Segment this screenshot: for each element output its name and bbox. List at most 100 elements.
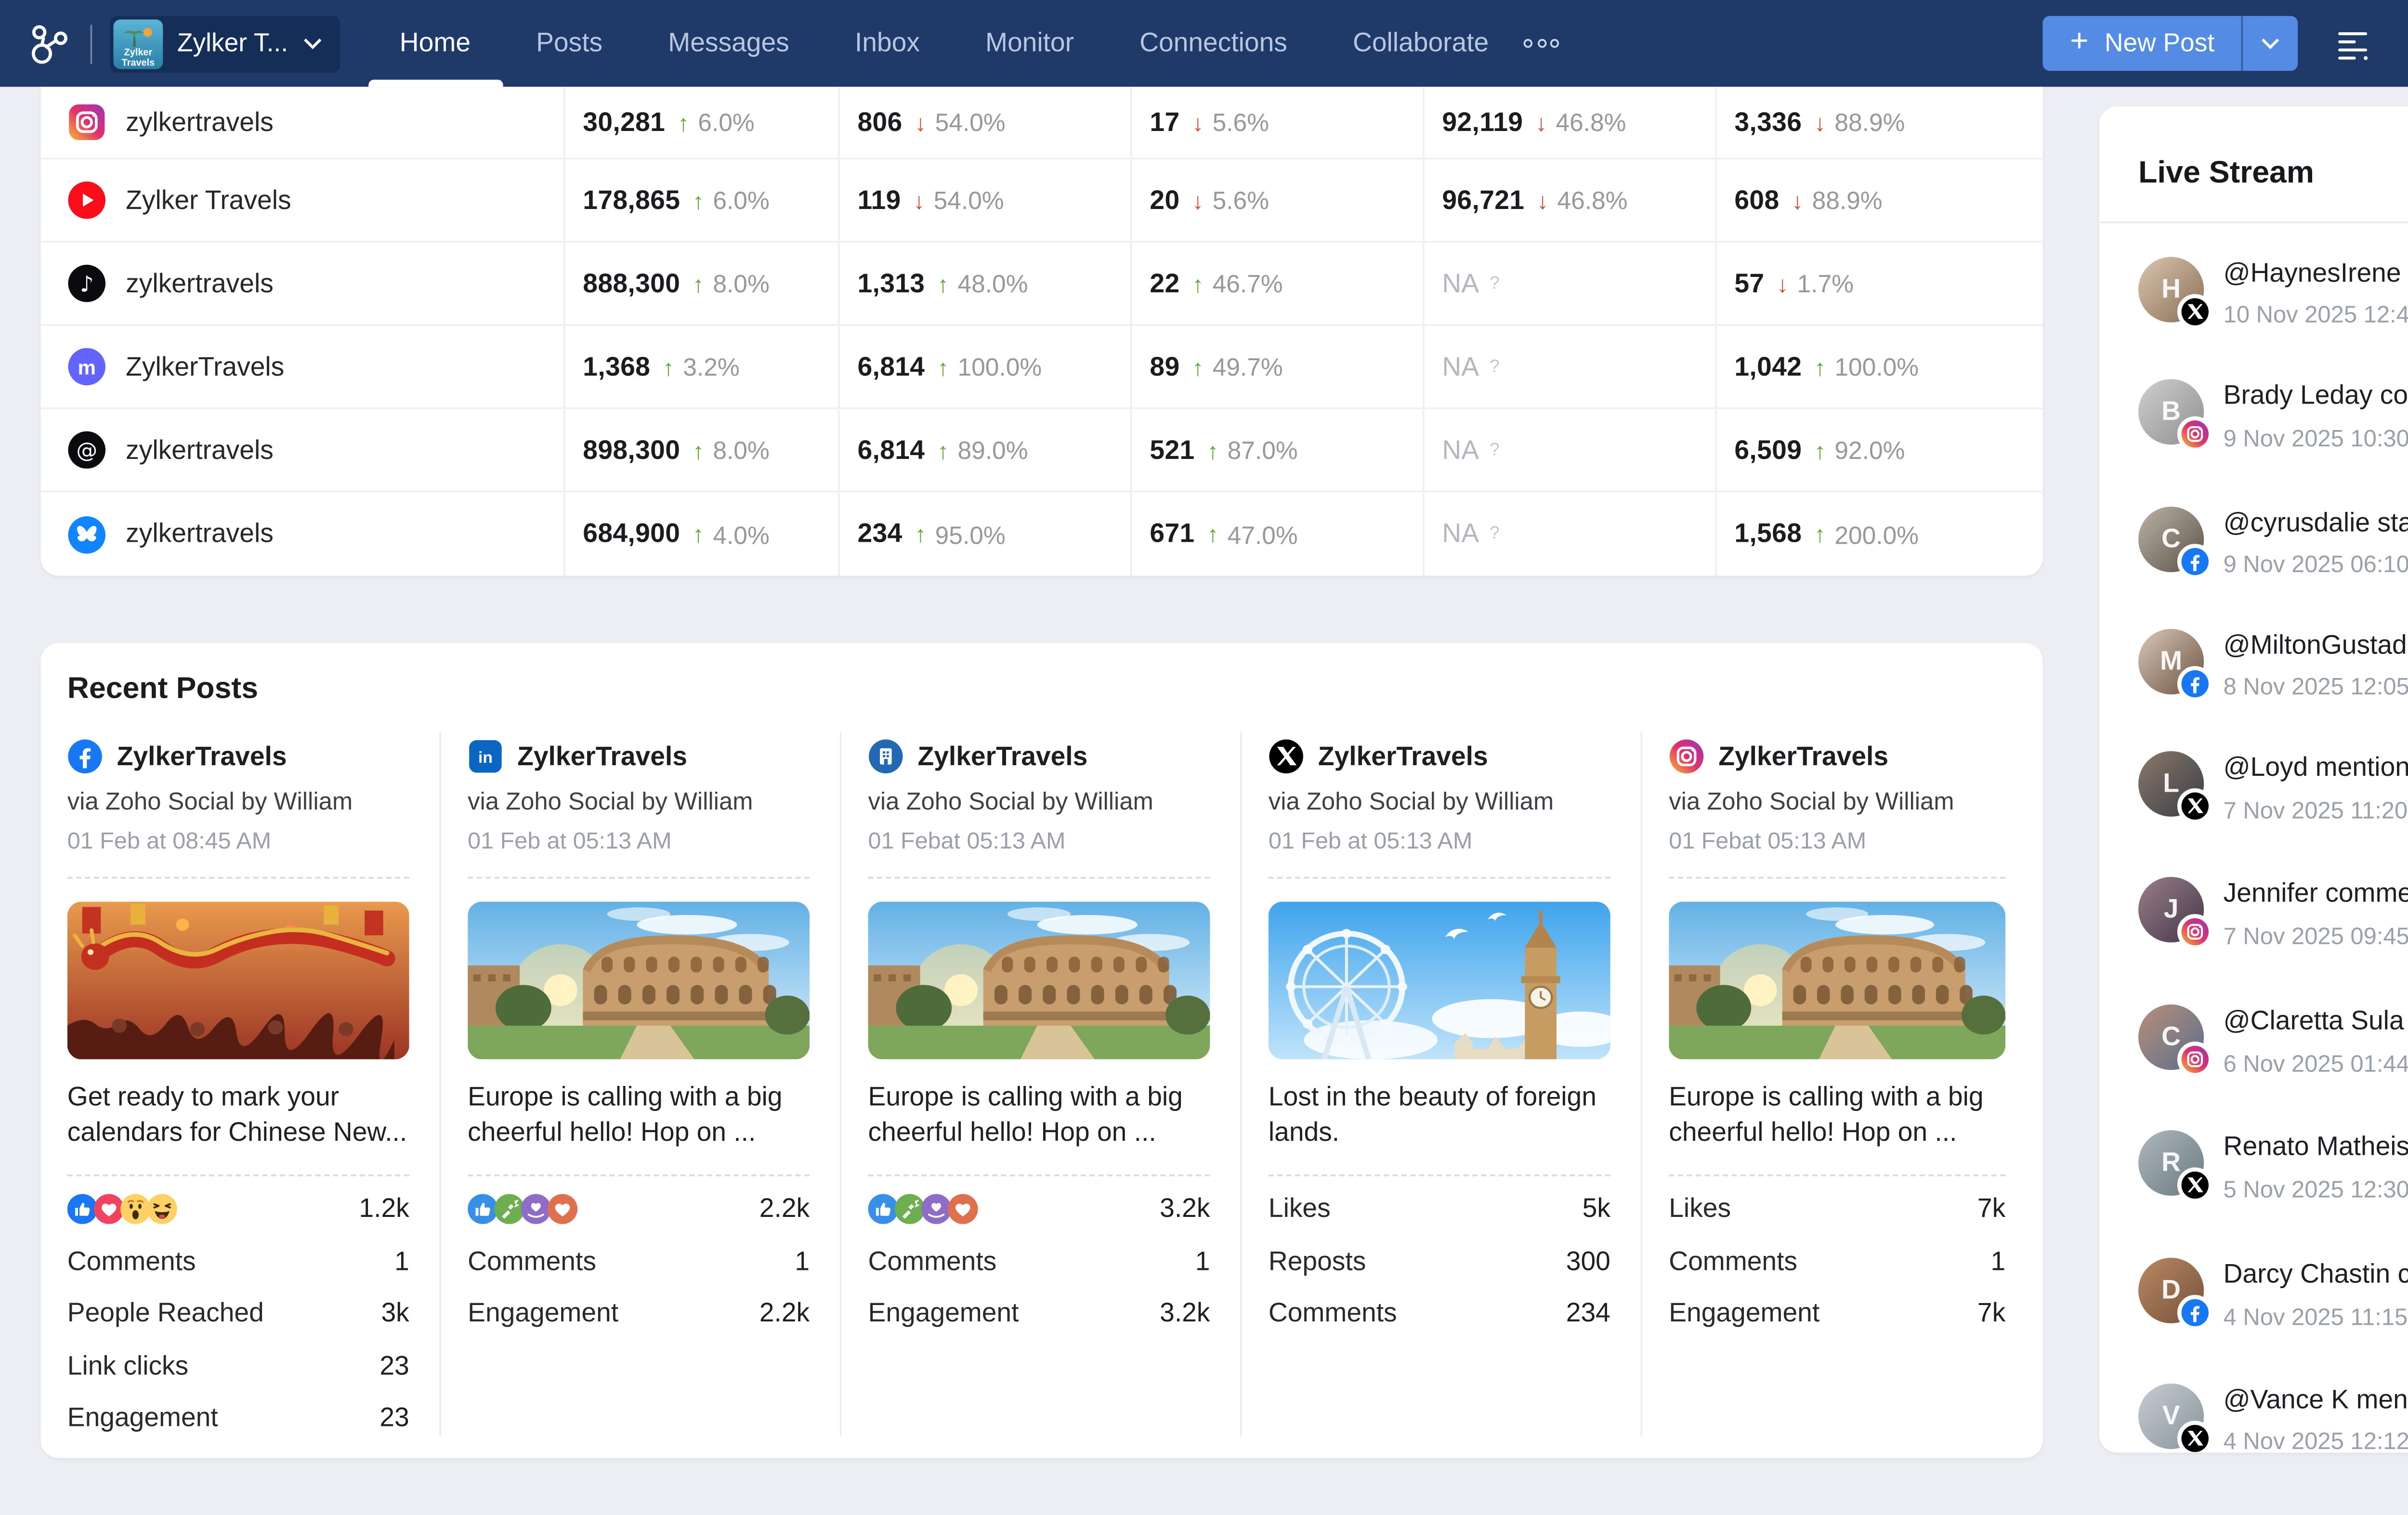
notification-body: @HaynesIrene mentioned you in a tweet 10…: [2224, 257, 2408, 327]
metric-cell-na: NA?: [1422, 492, 1715, 576]
network-row-youtube[interactable]: Zylker Travels 178,865 ↑ 6.0% 119 ↓ 54.0% 20 ↓ 5.…: [40, 159, 2043, 243]
notification-meta: 10 Nov 2025 12:44 PM: [2224, 301, 2408, 327]
network-row-tiktok[interactable]: ♪ zylkertravels 888,300 ↑ 8.0% 1,313 ↑ 48.0% 22 ↑…: [40, 242, 2043, 326]
stat-value: 1: [394, 1246, 409, 1277]
svg-text:♪: ♪: [80, 271, 94, 297]
live-stream-item[interactable]: R Renato Matheis replied to your tweet 5…: [2138, 1130, 2408, 1205]
main-nav: Home Posts Messages Inbox Monitor Connections…: [367, 0, 1489, 87]
notification-date: 4 Nov 2025 11:15AM: [2223, 1303, 2408, 1330]
notification-text: Darcy Chastin commented on your post: [2223, 1258, 2408, 1289]
notification-body: Jennifer commented on your post 7 Nov 20…: [2224, 877, 2408, 952]
notification-meta: 4 Nov 2025 11:15AM Lead: [2224, 1301, 2408, 1332]
network-name-cell: m ZylkerTravels: [41, 326, 563, 407]
stat-value: 300: [1566, 1246, 1610, 1277]
up-arrow-icon: ↑: [937, 270, 949, 297]
notification-body: @Loyd mentioned you in a tweet 7 Nov 202…: [2224, 750, 2408, 825]
notification-meta: 8 Nov 2025 12:05 PM: [2224, 672, 2408, 699]
brand-selector[interactable]: Zylker Travels Zylker T...: [110, 15, 340, 72]
metric-cell: 6,814 ↑ 89.0%: [838, 409, 1130, 491]
network-row-mastodon[interactable]: m ZylkerTravels 1,368 ↑ 3.2% 6,814 ↑ 100.0% 89 ↑ 4…: [40, 326, 2043, 409]
linkedin-celebrate-reaction-icon: [894, 1194, 925, 1225]
recent-post-card-linkedin-company[interactable]: ZylkerTravels via Zoho Social by William…: [841, 731, 1242, 1437]
up-arrow-icon: ↑: [678, 109, 689, 136]
stat-label: People Reached: [67, 1299, 264, 1329]
notification-date: 7 Nov 2025 09:45 AM: [2223, 923, 2408, 950]
stat-label: Reposts: [1268, 1246, 1366, 1277]
network-row-threads[interactable]: @ zylkertravels 898,300 ↑ 8.0% 6,814 ↑ 89.0% 521…: [40, 409, 2043, 493]
post-caption: Europe is calling with a big cheerful he…: [468, 1082, 783, 1147]
x-icon: [2177, 294, 2213, 330]
nav-item-connections[interactable]: Connections: [1139, 28, 1287, 59]
live-stream-item[interactable]: D Darcy Chastin commented on your post 4…: [2138, 1256, 2408, 1332]
nav-item-inbox[interactable]: Inbox: [854, 28, 920, 59]
linkedin-like-reaction-icon: [468, 1194, 498, 1225]
dashed-divider: [67, 876, 409, 879]
stat-row: Comments 1: [868, 1236, 1210, 1288]
recent-posts-row: ZylkerTravels via Zoho Social by William…: [41, 731, 2043, 1437]
nav-item-posts[interactable]: Posts: [536, 28, 603, 59]
stat-value: 1: [1990, 1246, 2006, 1277]
stat-row: Engagement 7k: [1669, 1288, 2005, 1340]
live-stream-item[interactable]: M @MiltonGustad started following you 8 …: [2138, 628, 2408, 701]
notification-meta: 7 Nov 2025 09:45 AM Lead: [2224, 921, 2408, 952]
stat-value: 7k: [1977, 1299, 2006, 1329]
recent-post-card-facebook[interactable]: ZylkerTravels via Zoho Social by William…: [41, 731, 441, 1437]
down-arrow-icon: ↓: [1814, 109, 1826, 136]
facebook-like-reaction-icon: [67, 1194, 98, 1225]
account-name: Zylker Travels: [126, 185, 291, 215]
recent-post-card-x[interactable]: ZylkerTravels via Zoho Social by William…: [1242, 731, 1643, 1437]
nav-item-messages[interactable]: Messages: [668, 28, 789, 59]
live-stream-item[interactable]: J Jennifer commented on your post 7 Nov …: [2138, 876, 2408, 952]
network-row-bluesky[interactable]: zylkertravels 684,900 ↑ 4.0% 234 ↑ 95.0% 671 ↑ 47…: [41, 492, 2043, 576]
network-row-instagram[interactable]: zylkertravels 30,281 ↑ 6.0% 806 ↓ 54.0% 17 ↓ 5.6%…: [40, 87, 2043, 160]
recent-post-card-linkedin[interactable]: in ZylkerTravels via Zoho Social by Willi…: [441, 731, 842, 1437]
post-account-name: ZylkerTravels: [517, 741, 687, 772]
mastodon-icon: m: [67, 347, 106, 386]
post-stats: Likes 5k Reposts 300 Comments 234: [1269, 1183, 1610, 1340]
zoho-social-logo-icon[interactable]: [25, 19, 73, 67]
stat-row: Comments 234: [1269, 1288, 1610, 1340]
nav-item-monitor[interactable]: Monitor: [985, 28, 1074, 59]
up-arrow-icon: ↑: [693, 521, 704, 548]
network-name-cell: Zylker Travels: [41, 159, 563, 241]
notification-body: @Claretta Sula liked your post 6 Nov 202…: [2224, 1004, 2408, 1079]
post-image: [1268, 901, 1610, 1059]
live-stream-item[interactable]: C @Claretta Sula liked your post 6 Nov 2…: [2138, 1003, 2408, 1079]
notification-date: 6 Nov 2025 01:44 PM: [2223, 1050, 2408, 1077]
main-content: zylkertravels 30,281 ↑ 6.0% 806 ↓ 54.0% 17 ↓ 5.6%…: [40, 87, 2043, 1458]
summary-list-icon[interactable]: [2333, 24, 2372, 63]
metric-cell: 89 ↑ 49.7%: [1130, 326, 1423, 408]
live-stream-item[interactable]: B Brady Leday commented on your post 9 N…: [2138, 379, 2408, 454]
metric-cell: 1,313 ↑ 48.0%: [838, 242, 1130, 325]
metric-cell: 6,509 ↑ 92.0%: [1714, 409, 2043, 491]
stat-value: 5k: [1582, 1194, 1610, 1225]
live-stream-header: Live Stream: [2099, 106, 2408, 223]
nav-item-collaborate[interactable]: Collaborate: [1353, 28, 1489, 59]
live-stream-item[interactable]: V @Vance K mentioned you in a tweet 4 No…: [2138, 1383, 2408, 1453]
stat-row: Reposts 300: [1269, 1236, 1610, 1288]
live-stream-item[interactable]: L @Loyd mentioned you in a tweet 7 Nov 2…: [2138, 750, 2408, 825]
reactions-count: 2.2k: [759, 1194, 810, 1225]
stat-row: Likes 5k: [1269, 1183, 1610, 1236]
notification-avatar: D: [2138, 1256, 2213, 1330]
facebook-icon: [2177, 1294, 2213, 1330]
post-date: 01 Febat 05:13 AM: [1669, 827, 1867, 854]
stat-value: 23: [380, 1351, 409, 1382]
down-arrow-icon: ↓: [1537, 187, 1549, 214]
new-post-dropdown-button[interactable]: [2241, 16, 2298, 71]
na-help-icon: ?: [1490, 440, 1500, 460]
instagram-icon: [2177, 416, 2213, 452]
new-post-button[interactable]: + New Post: [2043, 16, 2298, 71]
x-icon: [2177, 1421, 2213, 1453]
recent-post-card-instagram[interactable]: ZylkerTravels via Zoho Social by William…: [1642, 731, 2036, 1437]
live-stream-item[interactable]: C @cyrusdalie started following you 9 No…: [2138, 506, 2408, 579]
live-stream-item[interactable]: H @HaynesIrene mentioned you in a tweet …: [2138, 257, 2408, 330]
metric-cell: 119 ↓ 54.0%: [838, 159, 1130, 241]
more-menu-icon[interactable]: [1524, 39, 1560, 48]
up-arrow-icon: ↑: [693, 270, 704, 297]
bluesky-icon: [67, 515, 106, 554]
post-stats: Likes 7k Comments 1 Engagement 7k: [1669, 1183, 2005, 1340]
notification-meta: 5 Nov 2025 12:30 PM Lead: [2224, 1175, 2408, 1205]
notification-meta: 7 Nov 2025 11:20 AM Lead: [2224, 795, 2408, 825]
nav-item-home[interactable]: Home: [367, 0, 503, 87]
